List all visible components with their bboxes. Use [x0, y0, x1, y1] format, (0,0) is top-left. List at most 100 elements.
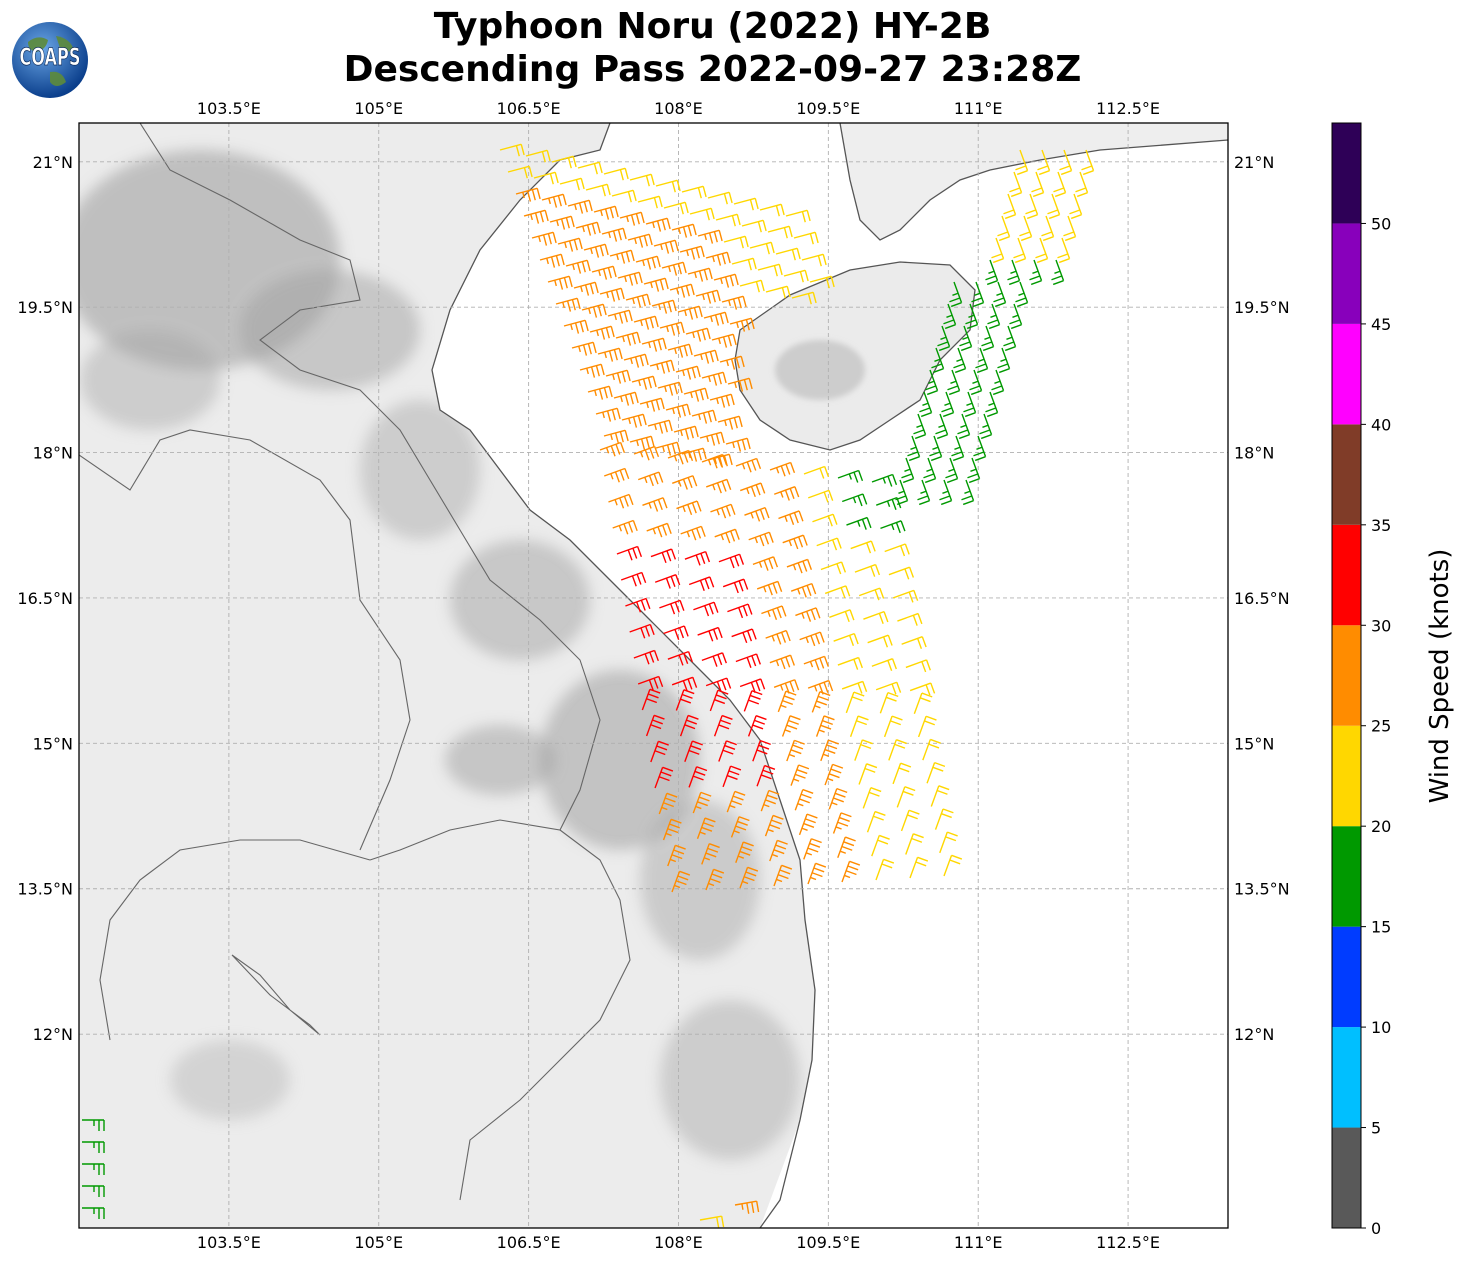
wind-barb — [930, 785, 950, 807]
wind-barb — [575, 221, 601, 236]
wind-barb — [783, 269, 809, 283]
wind-barb — [1013, 237, 1027, 264]
wind-barb — [637, 675, 664, 691]
colorbar-bin — [1332, 424, 1361, 525]
wind-barb — [816, 537, 842, 551]
wind-barb — [775, 247, 801, 261]
wind-barb — [829, 609, 855, 623]
wind-barb — [701, 843, 720, 865]
colorbar-tick-label: 5 — [1371, 1119, 1381, 1138]
colorbar-bin — [1332, 123, 1361, 224]
wind-barb — [913, 413, 927, 440]
wind-barb — [803, 838, 822, 860]
wind-barb — [987, 303, 1001, 330]
wind-barb — [1047, 193, 1061, 220]
wind-barb — [727, 377, 753, 392]
wind-barb — [1053, 171, 1067, 198]
wind-barb — [900, 809, 920, 832]
wind-barb — [747, 715, 767, 737]
gulf-of-tonkin-water — [432, 123, 1228, 1228]
wind-barb — [909, 682, 936, 696]
map-content — [79, 123, 1228, 1228]
wind-barb — [681, 185, 707, 199]
wind-barb — [888, 739, 907, 761]
wind-barb — [858, 587, 885, 601]
wind-barb — [1063, 215, 1077, 242]
lon-tick-label: 109.5°E — [796, 1233, 860, 1252]
wind-barb — [691, 409, 717, 424]
wind-barb — [1015, 281, 1029, 308]
wind-barb — [879, 691, 899, 714]
colorbar-bin — [1332, 1027, 1361, 1128]
country-borders — [79, 123, 631, 1201]
wind-barb — [947, 369, 961, 396]
wind-barb — [675, 689, 695, 711]
wind-barb — [901, 636, 927, 649]
wind-barb — [905, 659, 931, 673]
lat-tick-labels-right: 21°N 19.5°N 18°N 16.5°N 15°N 13.5°N 12°N — [1234, 153, 1290, 1044]
wind-barb — [627, 233, 653, 248]
wind-barb — [684, 740, 703, 763]
lat-tick-label: 13.5°N — [17, 880, 73, 899]
wind-barb — [677, 305, 703, 320]
wind-barb — [563, 319, 589, 334]
wind-barb — [607, 309, 633, 324]
wind-barb — [858, 763, 878, 785]
wind-barb — [790, 764, 810, 786]
wind-barb — [913, 692, 933, 715]
colorbar-bin — [1332, 826, 1361, 927]
colorbar-tick-label: 45 — [1371, 315, 1391, 334]
wind-barb — [701, 453, 728, 469]
colorbar-bin — [1332, 625, 1361, 726]
wind-barb — [925, 369, 939, 396]
wind-barb — [743, 690, 763, 712]
wind-barb — [741, 219, 767, 233]
wind-barb — [655, 179, 681, 193]
wind-barb — [749, 241, 775, 255]
wind-barb — [549, 215, 575, 230]
wind-barb — [523, 209, 549, 224]
colorbar-label: Wind Speed (knots) — [1425, 548, 1455, 804]
wind-barb — [499, 143, 525, 157]
wind-barb — [565, 259, 591, 274]
wind-barb — [601, 227, 627, 242]
wind-barb — [985, 391, 999, 418]
wind-barb — [684, 550, 711, 566]
title-line-1: Typhoon Noru (2022) HY-2B — [433, 6, 992, 47]
wind-barb — [1051, 259, 1065, 286]
wind-barbs — [82, 143, 1095, 1228]
wind-barb — [1075, 171, 1089, 198]
wind-barb — [703, 311, 729, 326]
land-mass — [79, 123, 815, 1228]
wind-barb — [655, 441, 681, 456]
wind-barb — [798, 813, 818, 836]
colorbar-bin — [1332, 1127, 1361, 1228]
wind-barb — [863, 610, 889, 624]
wind-barb — [643, 277, 669, 292]
wind-barb — [616, 545, 643, 561]
wind-barb — [603, 429, 629, 444]
wind-barb — [637, 195, 663, 209]
wind-barb — [965, 303, 979, 330]
wind-barb — [717, 415, 743, 430]
wind-barb — [567, 199, 593, 214]
coastlines — [431, 123, 1228, 1228]
wind-barb — [781, 715, 801, 737]
wind-barb — [710, 503, 736, 519]
wind-barb — [701, 371, 727, 386]
wind-barb — [809, 275, 835, 289]
wind-barb — [555, 297, 581, 312]
wind-barb — [846, 516, 872, 530]
wind-barb — [748, 531, 774, 547]
wind-barb — [593, 205, 619, 220]
wind-barb — [722, 765, 742, 788]
wind-barb — [1019, 215, 1033, 242]
wind-barb — [934, 808, 954, 830]
lat-tick-label: 18°N — [33, 444, 73, 463]
wind-barb — [633, 649, 659, 665]
lat-tick-label: 19.5°N — [1234, 298, 1290, 317]
wind-barb — [739, 482, 766, 498]
wind-barb — [773, 486, 800, 501]
wind-barb — [665, 403, 691, 418]
wind-barb — [1003, 193, 1017, 220]
